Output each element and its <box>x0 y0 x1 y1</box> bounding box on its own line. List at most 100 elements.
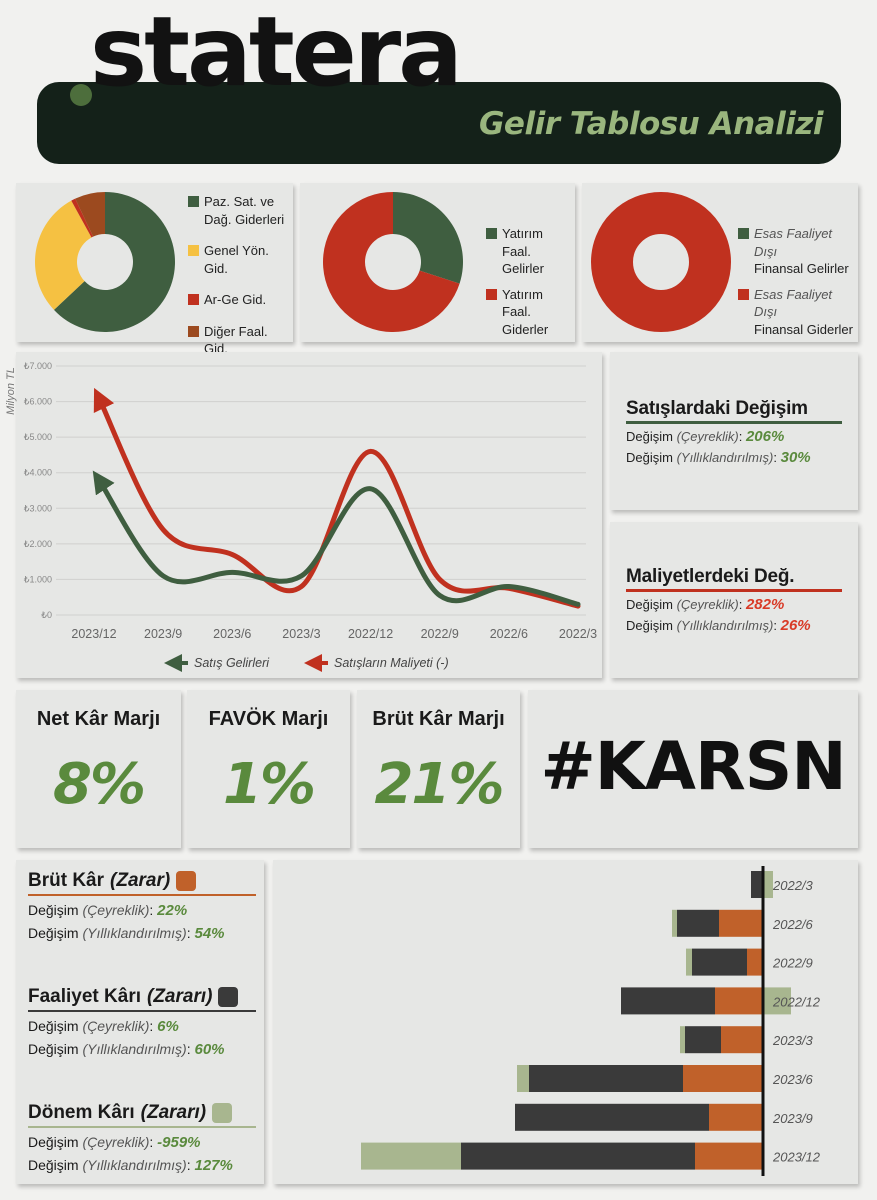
series-line <box>92 470 581 607</box>
metric-annual: Değişim (Yıllıklandırılmış): 54% <box>28 925 225 942</box>
ticker-symbol: #KARSN <box>540 728 846 805</box>
x-tick-label: 2022/6 <box>490 627 528 641</box>
donut-card-expenses: Paz. Sat. ve Dağ. Giderleri Genel Yön. G… <box>16 183 293 356</box>
line-chart: ₺0 ₺1.000 ₺2.000 ₺3.000 ₺4.000 ₺5.000 ₺6.000 ₺7… <box>24 361 597 672</box>
header-banner: Gelir Tablosu Analizi <box>37 82 841 164</box>
metric-annual-value: 54% <box>194 925 225 942</box>
sales-change-card: Satışlardaki Değişim Değişim (Çeyreklik)… <box>610 352 858 510</box>
metric-annual-label: Değişim <box>28 1157 79 1173</box>
bar-segment-operating <box>685 1026 721 1054</box>
kpi-value: 1% <box>222 752 316 817</box>
metric-quarterly-label: Değişim <box>28 1134 79 1150</box>
brand-logo: statera <box>62 4 463 112</box>
legend-item: Paz. Sat. ve Dağ. Giderleri <box>188 193 293 228</box>
report-title: Gelir Tablosu Analizi <box>478 106 824 142</box>
legend-swatch <box>738 228 749 239</box>
legend-label-italic: Esas Faaliyet Dışı <box>754 226 833 259</box>
legend-label: Yatırım Faal. Gelirler <box>502 226 544 277</box>
metric-underline <box>28 1010 256 1012</box>
legend-swatch <box>738 288 749 300</box>
cost-change-quarterly-note: (Çeyreklik) <box>676 597 739 612</box>
legend-label: Yatırım Faal. Giderler <box>502 286 549 337</box>
sales-change-quarterly-value: 206% <box>745 428 785 445</box>
donut-slice <box>393 192 463 284</box>
metric-annual-value: 127% <box>194 1157 233 1174</box>
bar-chart: 2022/3 2022/6 2022/9 2022/12 2023/3 2023/6 202… <box>361 866 821 1176</box>
legend-item: Esas Faaliyet Dışı Finansal Gelirler <box>738 225 858 278</box>
legend-label: Satış Gelirleri <box>194 656 270 670</box>
metric-operating-profit: Faaliyet Kârı (Zararı) Değişim (Çeyreklik… <box>28 986 258 1058</box>
legend-item: Yatırım Faal. Giderler <box>486 286 574 339</box>
metric-swatch <box>218 987 239 1007</box>
cost-change-card: Maliyetlerdeki Değ. Değişim (Çeyreklik):… <box>610 522 858 678</box>
kpi-card-ebitda-margin: FAVÖK Marjı 1% <box>187 690 350 848</box>
metric-quarterly-note: (Çeyreklik) <box>82 1018 150 1034</box>
y-tick-label: ₺7.000 <box>24 361 52 371</box>
metric-annual-note: (Yıllıklandırılmış) <box>82 1157 187 1173</box>
profit-metrics-card: Brüt Kâr (Zarar) Değişim (Çeyreklik): 22%… <box>16 860 264 1184</box>
kpi-value: 21% <box>374 752 504 817</box>
metric-title-italic: (Zarar) <box>110 870 171 891</box>
category-label: 2022/12 <box>772 994 821 1009</box>
metric-gross-profit: Brüt Kâr (Zarar) Değişim (Çeyreklik): 22%… <box>28 870 258 942</box>
legend-label-italic: Esas Faaliyet Dışı <box>754 286 833 320</box>
bar-chart-card: 2022/3 2022/6 2022/9 2022/12 2023/3 2023/6 202… <box>273 860 858 1184</box>
metric-quarterly-value: 6% <box>157 1018 179 1035</box>
metric-title-text: Faaliyet Kârı <box>28 986 141 1007</box>
logo-text: statera <box>90 0 463 108</box>
metric-net-profit: Dönem Kârı (Zararı) Değişim (Çeyreklik): … <box>28 1102 258 1174</box>
donut-slice <box>71 198 94 238</box>
metric-title-italic: (Zararı) <box>140 1102 207 1123</box>
cost-change-quarterly-value: 282% <box>745 596 785 613</box>
metric-quarterly: Değişim (Çeyreklik): 6% <box>28 1018 179 1035</box>
bar-segment-operating <box>621 987 715 1015</box>
bar-segment-operating <box>751 871 763 898</box>
sales-change-underline <box>626 421 842 424</box>
y-axis-title: Milyon TL <box>5 367 17 415</box>
y-tick-label: ₺1.000 <box>24 574 52 584</box>
x-tick-label: 2022/12 <box>348 627 393 641</box>
bar-segment-operating <box>529 1065 683 1092</box>
cost-change-underline <box>626 589 842 592</box>
metric-quarterly: Değişim (Çeyreklik): 22% <box>28 902 188 919</box>
bar-segment-gross <box>715 987 763 1015</box>
x-tick-label: 2023/6 <box>213 627 251 641</box>
metric-swatch <box>212 1103 233 1123</box>
legend-item: Esas Faaliyet Dışı Finansal Giderler <box>738 286 858 339</box>
y-tick-label: ₺3.000 <box>24 503 52 513</box>
metric-quarterly-value: 22% <box>157 902 188 919</box>
legend-item: Diğer Faal. Gid. <box>188 323 293 358</box>
x-tick-label: 2022/9 <box>421 627 459 641</box>
y-tick-label: ₺5.000 <box>24 432 52 442</box>
cost-change-quarterly-label: Değişim <box>626 597 673 612</box>
bar-segment-gross <box>709 1103 763 1131</box>
bar-segment-net <box>680 1026 685 1054</box>
sales-change-annual-note: (Yıllıklandırılmış) <box>676 450 774 465</box>
ticker-card: #KARSN <box>528 690 858 848</box>
metric-quarterly-note: (Çeyreklik) <box>82 902 150 918</box>
legend-swatch <box>486 228 497 239</box>
bar-segment-gross <box>721 1026 763 1054</box>
legend-label: Esas Faaliyet Dışı Finansal Gelirler <box>754 225 858 278</box>
metric-annual: Değişim (Yıllıklandırılmış): 60% <box>28 1041 225 1058</box>
legend-label: Satışların Maliyeti (-) <box>334 656 449 670</box>
legend-label: Genel Yön. Gid. <box>204 243 269 276</box>
metric-quarterly-note: (Çeyreklik) <box>82 1134 150 1150</box>
bar-segment-operating <box>515 1103 709 1131</box>
metric-quarterly-label: Değişim <box>28 902 79 918</box>
bar-segment-net <box>763 987 791 1015</box>
metric-quarterly: Değişim (Çeyreklik): -959% <box>28 1134 201 1151</box>
y-tick-label: ₺0 <box>41 610 52 620</box>
category-label: 2023/12 <box>772 1150 821 1165</box>
cost-change-title: Maliyetlerdeki Değ. <box>626 566 795 587</box>
kpi-value: 8% <box>52 752 146 817</box>
donut-chart-finance <box>591 192 731 332</box>
legend-item: Genel Yön. Gid. <box>188 242 293 277</box>
metric-title-text: Brüt Kâr <box>28 870 105 891</box>
bar-segment-gross <box>695 1142 763 1170</box>
category-label: 2022/6 <box>772 917 814 932</box>
category-label: 2023/9 <box>772 1111 813 1126</box>
legend-swatch <box>188 294 199 306</box>
category-label: 2022/3 <box>772 878 814 893</box>
kpi-card-gross-margin: Brüt Kâr Marjı 21% <box>357 690 520 848</box>
